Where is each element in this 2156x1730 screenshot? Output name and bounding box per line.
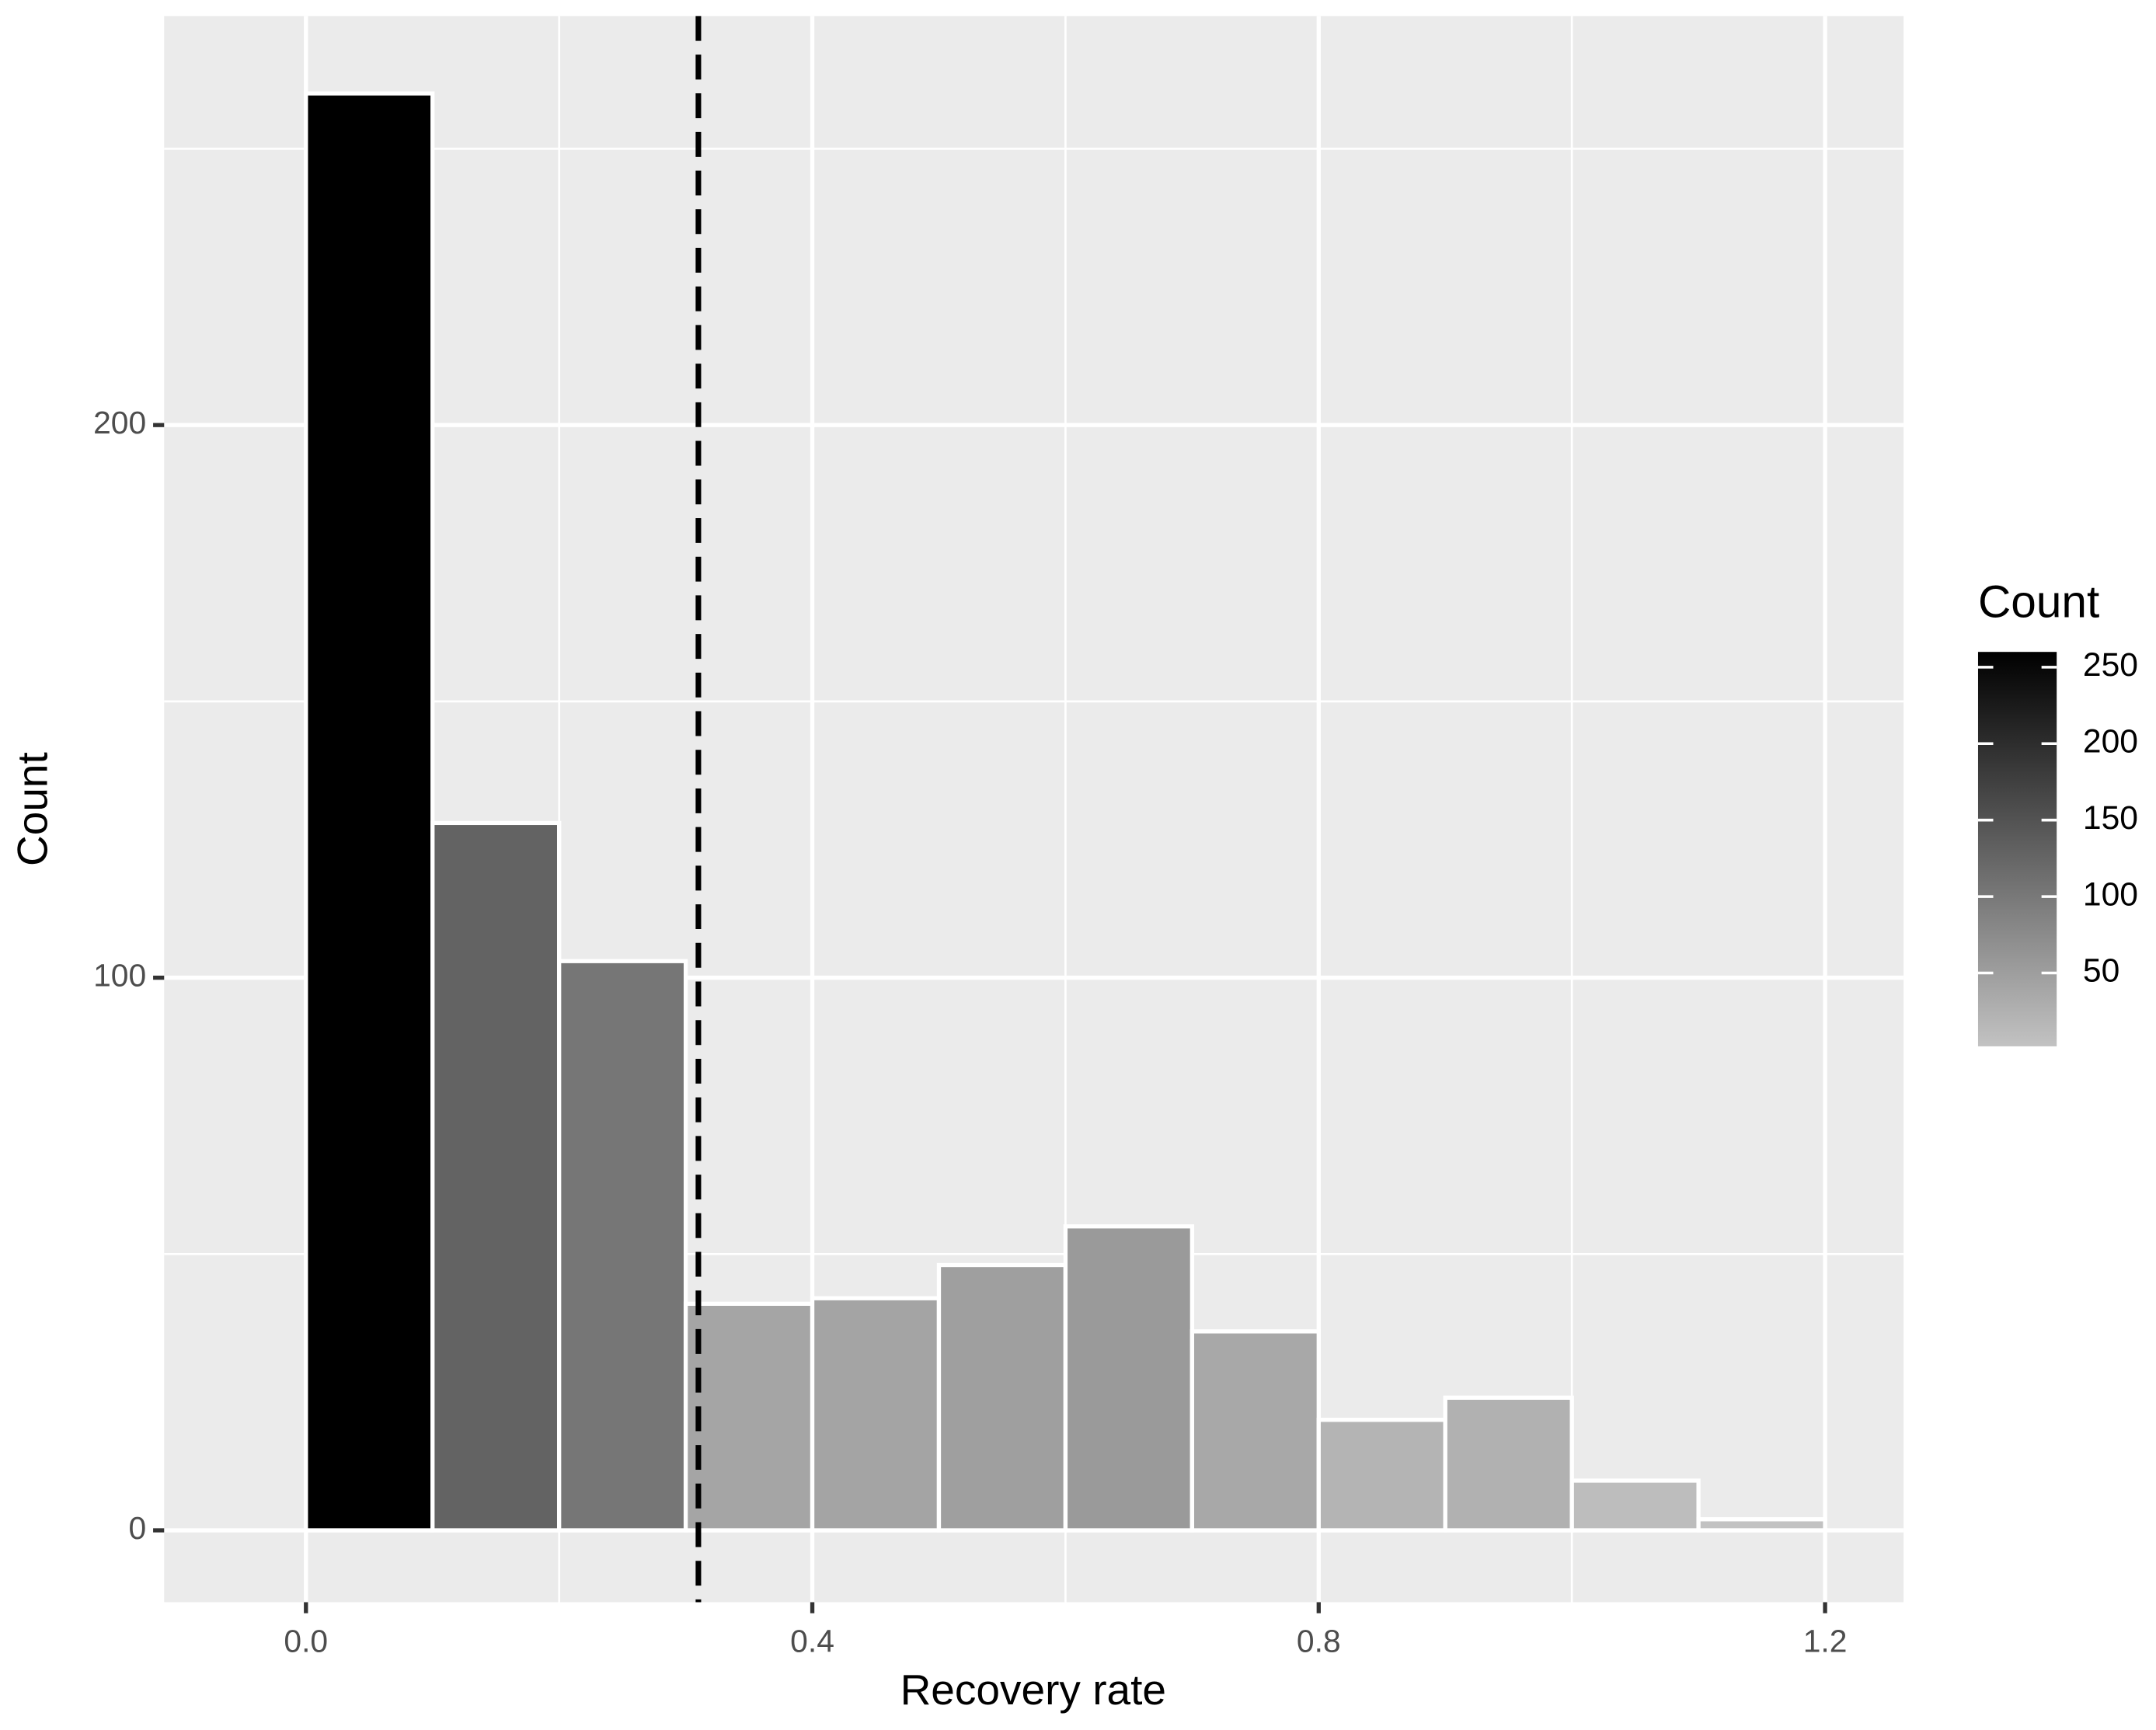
legend-label: 100 — [2083, 875, 2138, 913]
bar — [1569, 1478, 1701, 1533]
legend-label: 50 — [2083, 952, 2119, 990]
bar — [304, 91, 435, 1533]
bar — [556, 959, 688, 1533]
x-tick-label: 0.0 — [284, 1624, 328, 1659]
x-tick-label: 1.2 — [1803, 1624, 1848, 1659]
bar — [683, 1301, 815, 1533]
y-tick-label: 0 — [128, 1510, 146, 1546]
legend-title: Count — [1978, 576, 2099, 627]
bar — [1316, 1418, 1447, 1533]
bar — [1696, 1517, 1827, 1533]
y-tick-label: 200 — [93, 405, 146, 440]
bar — [1443, 1395, 1574, 1533]
bar — [430, 820, 562, 1533]
x-tick-label: 0.4 — [790, 1624, 834, 1659]
legend-label: 150 — [2083, 799, 2138, 837]
bar — [1063, 1224, 1195, 1533]
bar — [1189, 1329, 1321, 1533]
colorbar — [1977, 652, 2057, 1046]
legend-label: 250 — [2083, 646, 2138, 684]
x-tick-label: 0.8 — [1297, 1624, 1341, 1659]
bar — [810, 1296, 942, 1533]
y-tick-label: 100 — [93, 957, 146, 993]
y-axis-title: Count — [9, 752, 57, 866]
bar — [936, 1262, 1068, 1533]
legend-label: 200 — [2083, 723, 2138, 761]
x-axis-title: Recovery rate — [900, 1666, 1166, 1714]
